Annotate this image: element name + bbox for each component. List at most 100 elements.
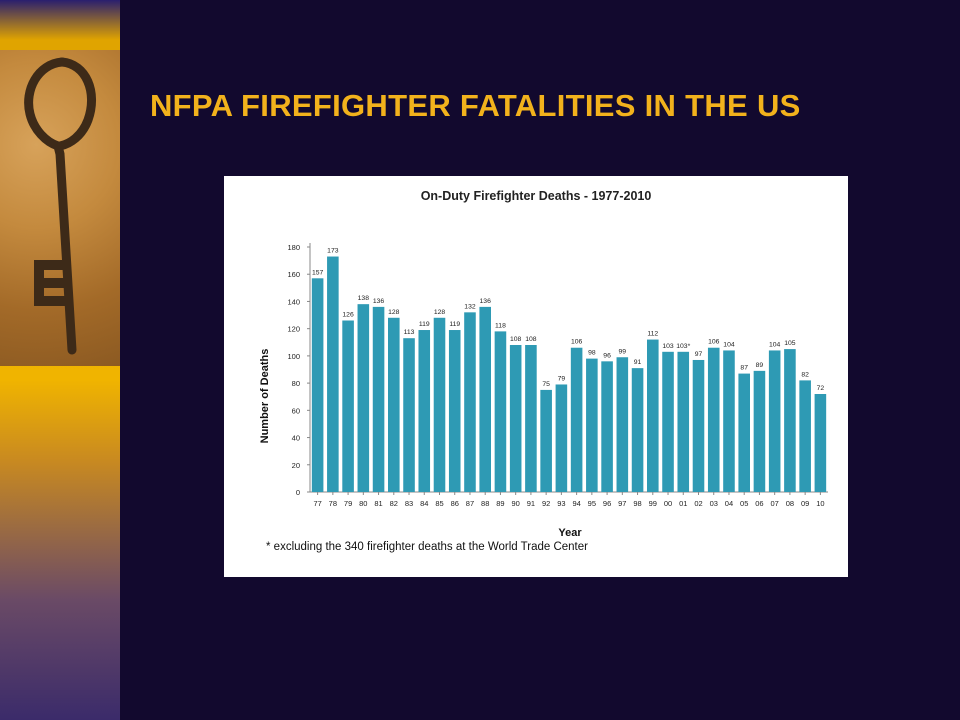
bar xyxy=(723,350,735,492)
x-tick-label: 83 xyxy=(405,499,413,508)
bar-value-label: 89 xyxy=(756,362,764,369)
y-tick-label: 20 xyxy=(292,461,300,470)
x-tick-label: 03 xyxy=(710,499,718,508)
x-tick-label: 92 xyxy=(542,499,550,508)
bar-value-label: 79 xyxy=(558,375,566,382)
x-tick-label: 07 xyxy=(771,499,779,508)
x-tick-label: 05 xyxy=(740,499,748,508)
bar xyxy=(311,278,324,492)
bar xyxy=(525,345,537,492)
bar xyxy=(418,330,431,492)
x-tick-label: 81 xyxy=(374,499,382,508)
x-tick-label: 91 xyxy=(527,499,535,508)
bar-value-label: 106 xyxy=(571,339,583,346)
x-tick-label: 84 xyxy=(420,499,428,508)
bar-value-label: 82 xyxy=(801,371,809,378)
bar-value-label: 104 xyxy=(769,341,781,348)
bar xyxy=(677,351,690,492)
bar-value-label: 136 xyxy=(373,298,385,305)
x-tick-label: 90 xyxy=(512,499,520,508)
x-tick-label: 87 xyxy=(466,499,474,508)
bar xyxy=(479,306,491,492)
bar xyxy=(784,349,796,492)
x-tick-label: 97 xyxy=(618,499,626,508)
bar xyxy=(814,394,827,492)
bar-value-label: 113 xyxy=(404,329,415,336)
y-tick-label: 80 xyxy=(292,379,300,388)
y-tick-label: 0 xyxy=(296,488,300,497)
y-tick-label: 100 xyxy=(287,352,300,361)
bar-value-label: 138 xyxy=(358,295,370,302)
bar xyxy=(738,373,750,492)
bar-value-label: 91 xyxy=(634,359,642,366)
x-tick-label: 00 xyxy=(664,499,672,508)
slide-title: NFPA FIREFIGHTER FATALITIES IN THE US xyxy=(150,88,801,123)
y-tick-label: 180 xyxy=(287,243,300,252)
x-tick-label: 02 xyxy=(694,499,702,508)
bar-value-label: 87 xyxy=(740,365,748,372)
x-tick-label: 98 xyxy=(633,499,641,508)
bar-value-label: 157 xyxy=(312,269,324,276)
x-tick-label: 93 xyxy=(557,499,565,508)
bar xyxy=(768,350,781,492)
bar xyxy=(357,304,370,492)
x-tick-label: 78 xyxy=(329,499,337,508)
bar-value-label: 72 xyxy=(817,385,825,392)
bar xyxy=(342,320,354,492)
y-tick-label: 120 xyxy=(287,325,300,334)
x-tick-label: 85 xyxy=(435,499,443,508)
bar xyxy=(631,368,644,492)
bar-value-label: 126 xyxy=(342,312,354,319)
y-tick-label: 40 xyxy=(292,434,300,443)
bar-value-label: 173 xyxy=(327,248,339,255)
bar-value-label: 105 xyxy=(784,340,796,347)
bar-value-label: 106 xyxy=(708,339,720,346)
x-tick-label: 86 xyxy=(451,499,459,508)
bar xyxy=(616,357,629,492)
bar xyxy=(448,330,461,492)
bar-value-label: 119 xyxy=(449,321,460,328)
bar-value-label: 108 xyxy=(510,336,522,343)
bar-value-label: 98 xyxy=(588,350,596,357)
x-tick-label: 95 xyxy=(588,499,596,508)
chart-footnote: * excluding the 340 firefighter deaths a… xyxy=(266,541,588,553)
x-tick-label: 88 xyxy=(481,499,489,508)
chart-title: On-Duty Firefighter Deaths - 1977-2010 xyxy=(421,189,652,203)
x-tick-label: 77 xyxy=(313,499,321,508)
bar xyxy=(388,317,400,492)
bar xyxy=(647,339,659,492)
key-photo xyxy=(0,50,120,366)
bar xyxy=(327,256,339,492)
x-tick-label: 04 xyxy=(725,499,733,508)
bar-value-label: 112 xyxy=(647,331,658,338)
bar xyxy=(601,361,613,492)
bar xyxy=(464,312,476,492)
x-tick-label: 79 xyxy=(344,499,352,508)
bar-value-label: 99 xyxy=(619,348,627,355)
bar-value-label: 104 xyxy=(723,341,735,348)
bar-value-label: 128 xyxy=(388,309,400,316)
x-tick-label: 99 xyxy=(649,499,657,508)
bar xyxy=(586,358,598,492)
bar xyxy=(555,384,568,492)
bar-value-label: 96 xyxy=(603,352,611,359)
bar xyxy=(799,380,811,492)
bar-value-label: 75 xyxy=(542,381,550,388)
chart-card: On-Duty Firefighter Deaths - 1977-2010 N… xyxy=(224,176,848,577)
x-tick-label: 08 xyxy=(786,499,794,508)
x-tick-label: 94 xyxy=(572,499,580,508)
bar xyxy=(707,347,720,492)
x-tick-label: 80 xyxy=(359,499,367,508)
y-tick-label: 160 xyxy=(287,270,300,279)
y-tick-label: 140 xyxy=(287,297,300,306)
x-axis-label: Year xyxy=(558,527,582,539)
bar xyxy=(494,331,507,492)
x-tick-label: 09 xyxy=(801,499,809,508)
x-tick-label: 89 xyxy=(496,499,504,508)
y-axis-label: Number of Deaths xyxy=(259,349,271,444)
bar xyxy=(540,389,552,492)
bar-value-label: 132 xyxy=(464,303,476,310)
bar xyxy=(509,345,522,492)
bar-value-label: 108 xyxy=(525,336,537,343)
